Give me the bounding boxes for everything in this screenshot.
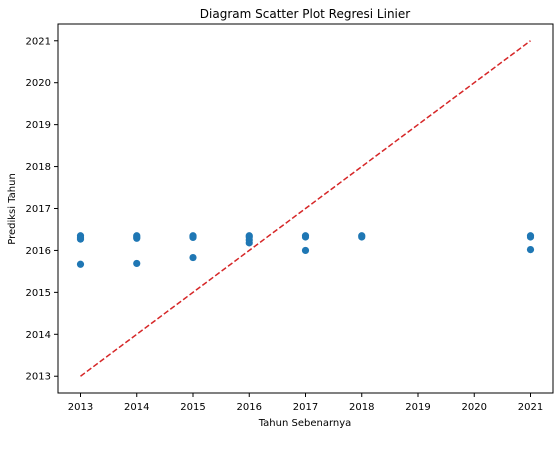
- y-tick-label: 2013: [26, 372, 51, 383]
- y-tick-label: 2017: [26, 204, 51, 215]
- scatter-point: [527, 233, 534, 240]
- scatter-point: [358, 233, 365, 240]
- y-tick-label: 2021: [26, 36, 51, 47]
- x-tick-label: 2021: [518, 402, 543, 413]
- x-tick-label: 2015: [180, 402, 205, 413]
- scatter-point: [77, 236, 84, 243]
- scatter-point: [189, 254, 196, 261]
- scatter-point: [189, 234, 196, 241]
- y-axis-label: Prediksi Tahun: [7, 173, 18, 245]
- scatter-point: [527, 246, 534, 253]
- y-tick-label: 2014: [26, 330, 51, 341]
- scatter-point: [302, 247, 309, 254]
- y-tick-label: 2020: [26, 78, 51, 89]
- scatter-point: [77, 261, 84, 268]
- x-tick-label: 2014: [124, 402, 149, 413]
- scatter-point: [246, 239, 253, 246]
- x-tick-label: 2016: [237, 402, 262, 413]
- x-tick-label: 2017: [293, 402, 318, 413]
- x-tick-label: 2020: [462, 402, 487, 413]
- y-tick-label: 2015: [26, 288, 51, 299]
- y-tick-label: 2016: [26, 246, 51, 257]
- x-tick-label: 2013: [68, 402, 93, 413]
- x-tick-label: 2018: [349, 402, 374, 413]
- scatter-point: [133, 260, 140, 267]
- y-tick-label: 2019: [26, 120, 51, 131]
- y-tick-label: 2018: [26, 162, 51, 173]
- x-tick-label: 2019: [405, 402, 430, 413]
- chart-title: Diagram Scatter Plot Regresi Linier: [200, 7, 410, 21]
- scatter-point: [302, 233, 309, 240]
- scatter-point: [133, 235, 140, 242]
- x-axis-label: Tahun Sebenarnya: [258, 418, 352, 429]
